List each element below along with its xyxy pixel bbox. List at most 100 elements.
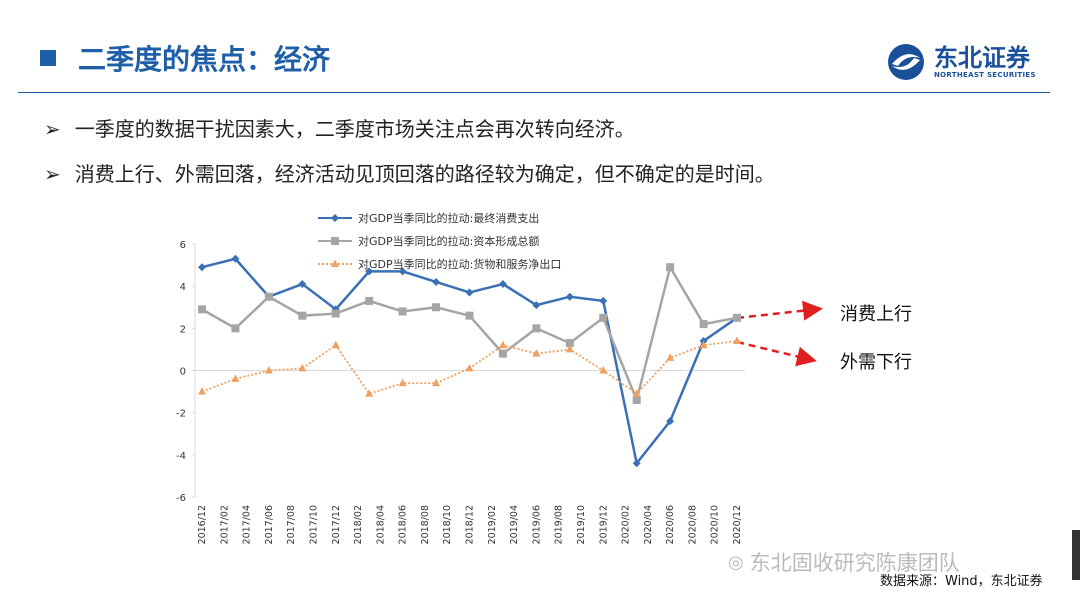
x-tick-label: 2018/06 (398, 505, 409, 544)
x-tick-label: 2019/06 (531, 505, 542, 544)
x-tick-label: 2017/12 (331, 505, 342, 544)
point (565, 292, 574, 301)
x-tick-label: 2019/08 (554, 505, 565, 544)
bullet: ➢ 一季度的数据干扰因素大，二季度市场关注点会再次转向经济。 (44, 117, 635, 141)
point (599, 366, 608, 374)
y-tick-label: -4 (176, 451, 186, 462)
point (632, 396, 641, 405)
legend-marker (331, 237, 339, 245)
x-tick-label: 2020/06 (665, 505, 676, 544)
slide-title: 二季度的焦点：经济 (40, 38, 330, 78)
title-icon (40, 50, 56, 66)
x-tick-label: 2018/10 (442, 505, 453, 544)
point (365, 296, 374, 305)
point (498, 349, 507, 358)
point (699, 340, 708, 349)
annotation: 外需下行 (840, 352, 912, 373)
point (231, 324, 240, 333)
x-tick-label: 2020/12 (732, 505, 743, 544)
x-tick-label: 2017/08 (286, 505, 297, 544)
y-tick-label: 2 (180, 324, 186, 335)
source: 数据来源：Wind，东北证券 (880, 574, 1043, 589)
point (599, 296, 608, 305)
legend-label: 对GDP当季同比的拉动:货物和服务净出口 (358, 257, 561, 271)
point (532, 301, 541, 310)
x-tick-label: 2020/10 (710, 505, 721, 544)
point (565, 339, 574, 348)
point (198, 263, 206, 272)
point (264, 366, 273, 374)
point (532, 349, 541, 357)
point (666, 263, 675, 272)
point (331, 309, 340, 318)
point (432, 277, 441, 286)
x-tick-label: 2018/12 (465, 505, 476, 544)
logo-english: NORTHEAST SECURITIES (934, 71, 1036, 79)
point (198, 387, 206, 395)
x-tick-label: 2020/04 (643, 505, 654, 544)
point (465, 311, 474, 320)
point (398, 267, 407, 276)
header-rule (18, 92, 1050, 93)
x-tick-label: 2018/02 (353, 505, 364, 544)
point (398, 307, 407, 316)
point (532, 324, 541, 333)
point (498, 280, 507, 289)
annotation: 消费上行 (840, 304, 912, 325)
x-tick-label: 2016/12 (197, 505, 208, 544)
x-tick-label: 2019/12 (598, 505, 609, 544)
x-tick-label: 2018/04 (375, 505, 386, 544)
series-line (201, 263, 738, 405)
point (733, 336, 741, 344)
watermark: ◎ 东北固收研究陈康团队 (728, 547, 960, 577)
point (365, 267, 374, 276)
arrow (736, 340, 817, 367)
point (599, 313, 608, 322)
point (432, 303, 441, 312)
point (733, 313, 741, 322)
x-tick-label: 2017/10 (308, 505, 319, 544)
x-tick-label: 2019/02 (487, 505, 498, 544)
point (231, 374, 240, 382)
bullet-text: 消费上行、外需回落，经济活动见顶回落的路径较为确定，但不确定的是时间。 (74, 162, 775, 186)
x-tick-label: 2017/04 (242, 505, 253, 544)
point (298, 363, 307, 372)
legend-label: 对GDP当季同比的拉动:资本形成总额 (358, 234, 539, 248)
point (298, 311, 307, 320)
point (632, 389, 641, 397)
point (632, 459, 641, 468)
point (331, 340, 340, 349)
logo-icon (888, 44, 924, 80)
y-tick-label: -6 (176, 493, 186, 504)
x-tick-label: 2017/02 (219, 505, 230, 544)
y-tick-label: 0 (180, 367, 186, 378)
legend-label: 对GDP当季同比的拉动:最终消费支出 (358, 211, 539, 225)
edge-bar (1072, 530, 1080, 580)
x-tick-label: 2020/08 (687, 505, 698, 544)
x-tick-label: 2019/04 (509, 505, 520, 544)
point (699, 320, 708, 329)
point (365, 389, 374, 397)
title-text: 二季度的焦点：经济 (78, 43, 331, 76)
point (666, 353, 675, 361)
point (198, 305, 206, 314)
point (231, 254, 240, 263)
logo-name: 东北证券 (934, 44, 1030, 72)
legend-marker (331, 214, 339, 222)
x-tick-label: 2018/08 (420, 505, 431, 544)
point (465, 288, 474, 297)
y-tick-label: 4 (180, 282, 186, 293)
bullet-text: 一季度的数据干扰因素大，二季度市场关注点会再次转向经济。 (74, 117, 635, 141)
arrow (736, 300, 823, 321)
bullet: ➢ 消费上行、外需回落，经济活动见顶回落的路径较为确定，但不确定的是时间。 (44, 162, 775, 186)
point (498, 340, 507, 349)
x-tick-label: 2020/02 (621, 505, 632, 544)
legend-marker (331, 259, 339, 267)
y-tick-label: 6 (180, 240, 186, 251)
y-tick-label: -2 (176, 409, 186, 420)
watermark-text: 东北固收研究陈康团队 (749, 551, 960, 575)
point (565, 344, 574, 353)
logo: 东北证券 NORTHEAST SECURITIES (884, 42, 1036, 82)
